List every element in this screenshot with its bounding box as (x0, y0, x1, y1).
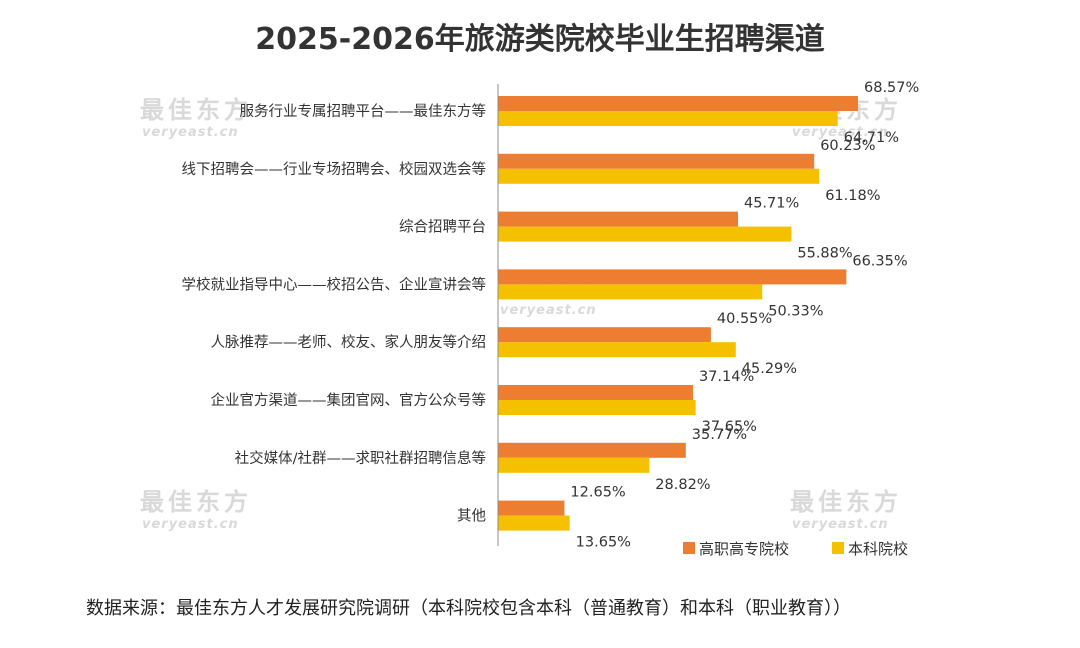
bar-vocational (498, 96, 858, 111)
watermark-site: veryeast.cn (142, 517, 239, 532)
bar-vocational (498, 327, 711, 343)
value-label-vocational: 68.57% (864, 80, 919, 96)
legend-label-vocational: 高职高专院校 (699, 540, 789, 558)
bar-undergraduate (498, 168, 820, 184)
value-label-undergraduate: 50.33% (768, 303, 823, 319)
watermark-brand: 最佳东方 (790, 488, 902, 516)
value-label-undergraduate: 37.65% (702, 419, 757, 435)
value-label-vocational: 37.14% (699, 369, 754, 385)
value-labels: 68.57% 64.71%60.23% 61.18% 45.71% 55.88% 66.3… (570, 80, 919, 551)
bar-vocational (498, 385, 693, 400)
value-label-vocational: 60.23% (820, 138, 875, 154)
category-label: 社交媒体/社群——求职社群招聘信息等 (235, 449, 486, 467)
watermark-brand: 最佳东方 (140, 488, 252, 516)
watermark-site: veryeast.cn (792, 517, 889, 532)
value-label-vocational: 45.71% (744, 196, 799, 212)
value-label-undergraduate: 55.88% (797, 246, 852, 262)
value-label-vocational: 40.55% (717, 311, 772, 327)
watermark-site: veryeast.cn (142, 125, 239, 140)
category-label: 学校就业指导中心——校招公告、企业宣讲会等 (182, 275, 487, 293)
bar-vocational (498, 153, 815, 169)
legend-label-undergraduate: 本科院校 (848, 540, 908, 558)
bar-undergraduate (498, 457, 650, 473)
value-label-undergraduate: 64.71% (844, 130, 899, 146)
watermark-brand: 最佳东方 (140, 96, 252, 124)
category-label: 综合招聘平台 (399, 219, 486, 236)
category-labels: 服务行业专属招聘平台——最佳东方等线下招聘会——行业专场招聘会、校园双选会等综合… (182, 102, 487, 525)
value-label-undergraduate: 45.29% (742, 361, 797, 377)
category-label: 人脉推荐——老师、校友、家人朋友等介绍 (211, 333, 487, 351)
legend: 高职高专院校 本科院校 (683, 540, 908, 558)
bar-vocational (498, 442, 686, 458)
bars-group (498, 96, 858, 531)
value-label-vocational: 66.35% (852, 253, 907, 269)
value-label-undergraduate: 28.82% (655, 477, 710, 493)
bar-vocational (498, 269, 847, 285)
legend-swatch-undergraduate (832, 542, 844, 554)
value-label-vocational: 12.65% (570, 485, 625, 501)
bar-undergraduate (498, 284, 763, 300)
category-label: 服务行业专属招聘平台——最佳东方等 (240, 102, 487, 120)
value-label-undergraduate: 61.18% (825, 188, 880, 204)
source-note: 数据来源：最佳东方人才发展研究院调研（本科院校包含本科（普通教育）和本科（职业教… (86, 598, 851, 619)
value-label-vocational: 35.77% (692, 427, 747, 443)
chart-title: 2025-2026年旅游类院校毕业生招聘渠道 (255, 22, 825, 57)
bar-undergraduate (498, 400, 696, 415)
bar-vocational (498, 500, 565, 516)
watermark-site: veryeast.cn (792, 125, 889, 140)
legend-swatch-vocational (683, 542, 695, 554)
category-label: 其他 (457, 508, 486, 525)
bar-vocational (498, 211, 738, 227)
bar-undergraduate (498, 111, 838, 126)
watermark-site: veryeast.cn (500, 303, 597, 318)
category-label: 企业官方渠道——集团官网、官方公众号等 (211, 391, 487, 409)
bar-undergraduate (498, 226, 792, 242)
category-label: 线下招聘会——行业专场招聘会、校园双选会等 (182, 160, 487, 178)
bar-undergraduate (498, 515, 570, 531)
value-label-undergraduate: 13.65% (576, 535, 631, 551)
bar-undergraduate (498, 342, 736, 358)
